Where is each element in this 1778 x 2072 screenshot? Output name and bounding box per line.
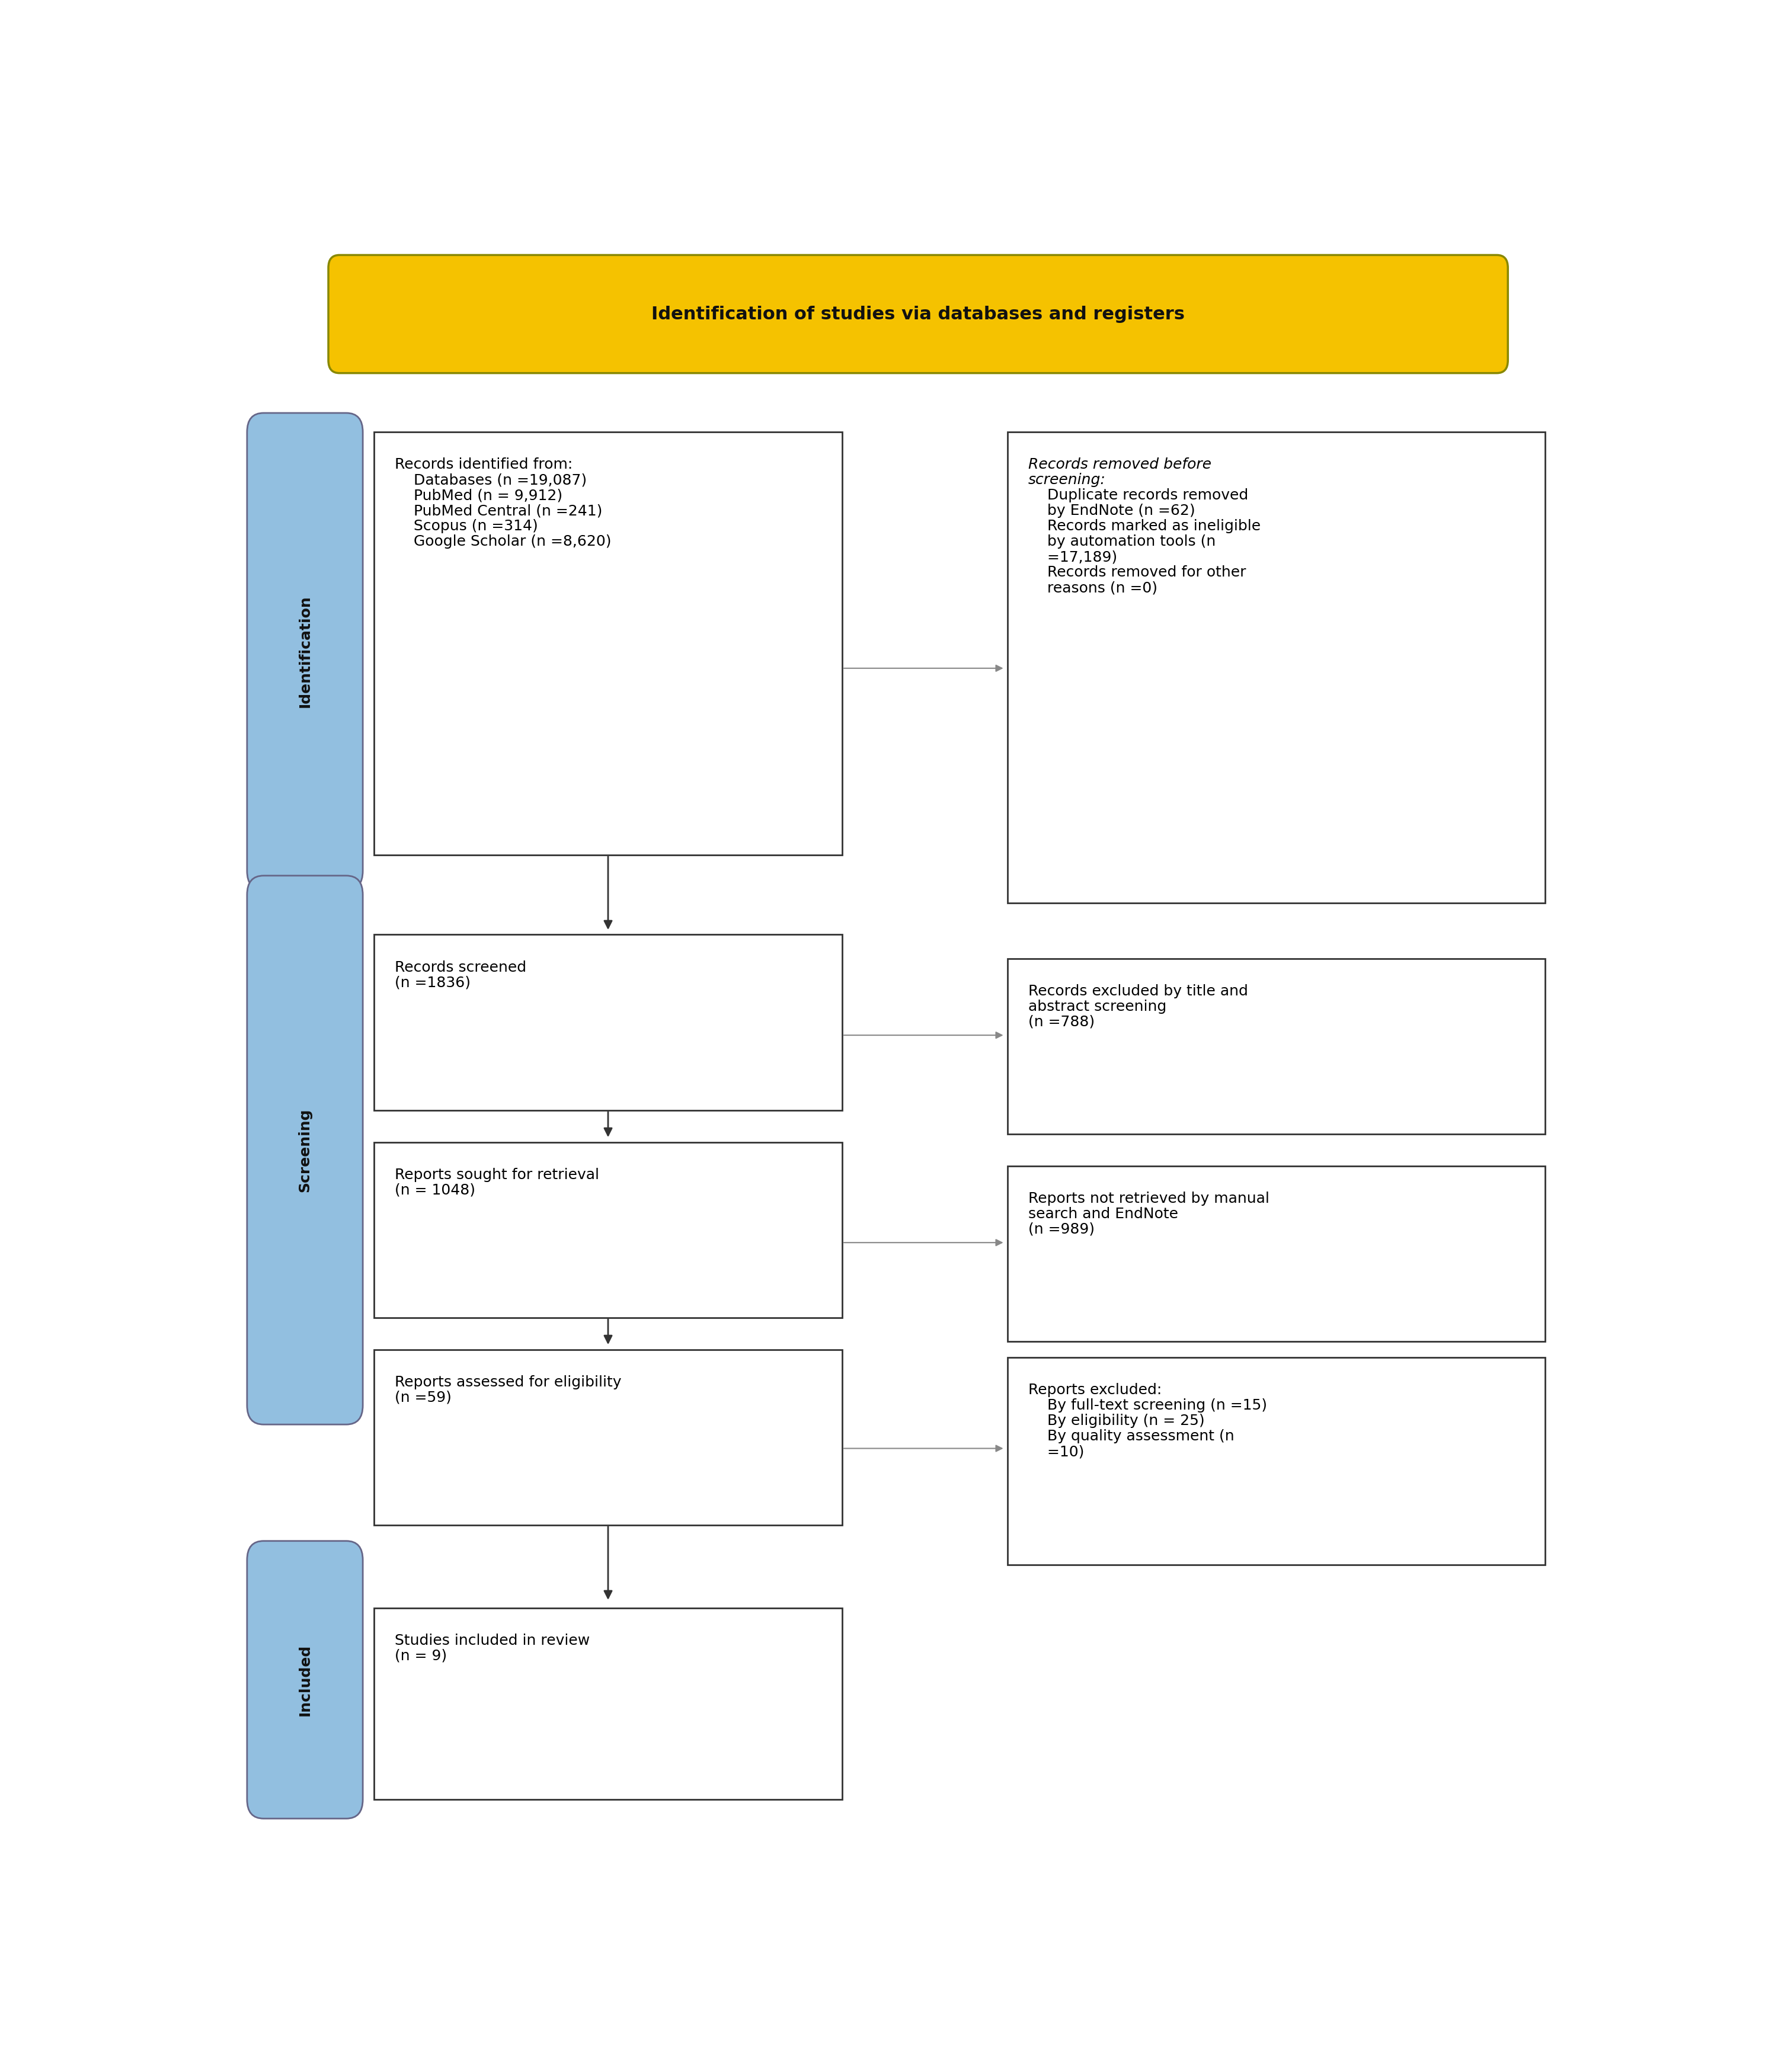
Text: Records marked as ineligible: Records marked as ineligible xyxy=(1028,520,1261,533)
Text: Reports excluded:: Reports excluded: xyxy=(1028,1382,1161,1397)
Text: Records excluded by title and: Records excluded by title and xyxy=(1028,984,1248,999)
FancyBboxPatch shape xyxy=(247,1542,363,1819)
Text: Identification of studies via databases and registers: Identification of studies via databases … xyxy=(651,305,1184,323)
Text: Reports assessed for eligibility: Reports assessed for eligibility xyxy=(395,1376,621,1388)
Text: Identification: Identification xyxy=(297,595,313,709)
FancyBboxPatch shape xyxy=(373,1349,843,1525)
FancyBboxPatch shape xyxy=(373,1608,843,1798)
FancyBboxPatch shape xyxy=(1008,1167,1545,1341)
Text: PubMed Central (n =241): PubMed Central (n =241) xyxy=(395,503,603,518)
Text: screening:: screening: xyxy=(1028,472,1106,487)
FancyBboxPatch shape xyxy=(373,433,843,856)
Text: By quality assessment (n: By quality assessment (n xyxy=(1028,1430,1234,1444)
Text: Scopus (n =314): Scopus (n =314) xyxy=(395,520,537,533)
Text: by automation tools (n: by automation tools (n xyxy=(1028,535,1216,549)
Text: search and EndNote: search and EndNote xyxy=(1028,1208,1179,1220)
Text: Databases (n =19,087): Databases (n =19,087) xyxy=(395,472,587,487)
Text: PubMed (n = 9,912): PubMed (n = 9,912) xyxy=(395,489,562,503)
Text: Reports sought for retrieval: Reports sought for retrieval xyxy=(395,1169,599,1181)
FancyBboxPatch shape xyxy=(247,412,363,891)
Text: reasons (n =0): reasons (n =0) xyxy=(1028,580,1157,595)
Text: Screening: Screening xyxy=(297,1109,313,1191)
FancyBboxPatch shape xyxy=(1008,959,1545,1133)
Text: Studies included in review: Studies included in review xyxy=(395,1633,590,1647)
FancyBboxPatch shape xyxy=(247,876,363,1423)
Text: (n =788): (n =788) xyxy=(1028,1015,1095,1030)
FancyBboxPatch shape xyxy=(329,255,1508,373)
Text: Records identified from:: Records identified from: xyxy=(395,458,573,472)
FancyBboxPatch shape xyxy=(373,934,843,1111)
FancyBboxPatch shape xyxy=(1008,433,1545,903)
Text: Included: Included xyxy=(297,1643,313,1716)
Text: by EndNote (n =62): by EndNote (n =62) xyxy=(1028,503,1195,518)
FancyBboxPatch shape xyxy=(373,1142,843,1318)
FancyBboxPatch shape xyxy=(1008,1357,1545,1564)
Text: Records screened: Records screened xyxy=(395,959,526,974)
Text: (n =59): (n =59) xyxy=(395,1390,452,1405)
Text: (n =1836): (n =1836) xyxy=(395,976,471,990)
Text: (n = 9): (n = 9) xyxy=(395,1649,446,1664)
Text: Reports not retrieved by manual: Reports not retrieved by manual xyxy=(1028,1191,1269,1206)
Text: (n =989): (n =989) xyxy=(1028,1222,1095,1237)
Text: Records removed for other: Records removed for other xyxy=(1028,566,1246,580)
Text: (n = 1048): (n = 1048) xyxy=(395,1183,475,1198)
Text: Google Scholar (n =8,620): Google Scholar (n =8,620) xyxy=(395,535,612,549)
Text: Records removed before: Records removed before xyxy=(1028,458,1211,472)
Text: abstract screening: abstract screening xyxy=(1028,999,1166,1013)
Text: =10): =10) xyxy=(1028,1444,1085,1459)
Text: By full-text screening (n =15): By full-text screening (n =15) xyxy=(1028,1399,1268,1413)
Text: By eligibility (n = 25): By eligibility (n = 25) xyxy=(1028,1413,1205,1428)
Text: Duplicate records removed: Duplicate records removed xyxy=(1028,489,1248,503)
Text: =17,189): =17,189) xyxy=(1028,549,1117,564)
